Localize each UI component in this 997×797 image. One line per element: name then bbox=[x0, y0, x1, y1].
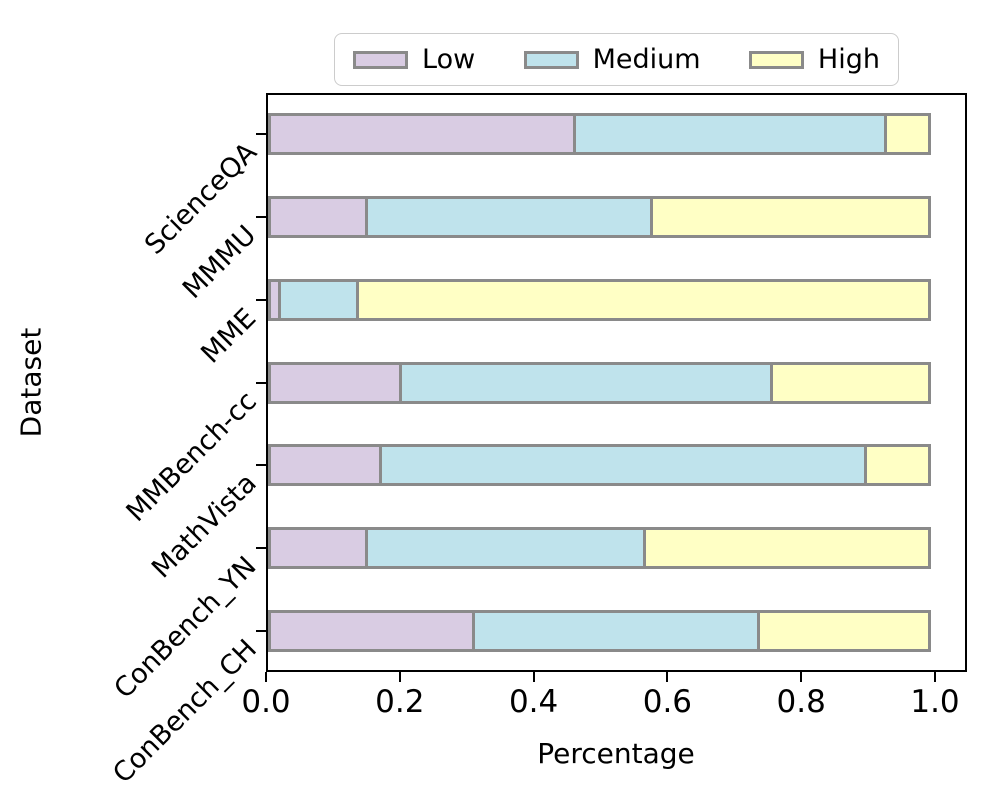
bar-segment-low bbox=[268, 361, 402, 404]
legend-swatch-low bbox=[353, 50, 408, 69]
bar-segment-medium bbox=[365, 526, 647, 569]
bar-segment-high bbox=[770, 361, 931, 404]
y-tick-mark bbox=[256, 546, 266, 549]
legend-swatch-medium bbox=[523, 50, 579, 69]
bar-segment-high bbox=[643, 526, 931, 569]
y-axis-title: Dataset bbox=[14, 327, 48, 438]
bar-segment-low bbox=[268, 526, 369, 569]
bar-segment-medium bbox=[365, 196, 653, 239]
bar-segment-medium bbox=[572, 113, 888, 156]
bar-segment-high bbox=[864, 444, 931, 487]
chart-legend: Low Medium High bbox=[334, 33, 899, 86]
bar-row-MME bbox=[268, 278, 931, 321]
bar-segment-medium bbox=[378, 444, 868, 487]
bar-row-ConBench_YN bbox=[268, 526, 931, 569]
bar-row-MMBench-cc bbox=[268, 361, 931, 404]
y-tick-mark bbox=[256, 133, 266, 136]
bar-segment-medium bbox=[278, 278, 359, 321]
y-tick-mark bbox=[256, 381, 266, 384]
legend-label-medium: Medium bbox=[592, 44, 701, 75]
x-tick-label-0.0: 0.0 bbox=[241, 684, 291, 720]
bar-segment-high bbox=[757, 609, 931, 652]
x-tick-mark bbox=[532, 672, 535, 682]
x-tick-mark bbox=[934, 672, 936, 682]
x-tick-label-0.8: 0.8 bbox=[776, 684, 826, 720]
bar-segment-high bbox=[355, 278, 931, 321]
bar-segment-low bbox=[268, 196, 369, 239]
legend-item-low: Low bbox=[353, 44, 475, 75]
y-tick-mark bbox=[256, 216, 266, 219]
y-tick-label-MME: MME bbox=[195, 302, 263, 370]
x-tick-label-0.4: 0.4 bbox=[508, 684, 559, 720]
bar-segment-medium bbox=[472, 609, 761, 652]
x-tick-label-0.2: 0.2 bbox=[375, 684, 425, 720]
legend-label-high: High bbox=[817, 44, 880, 75]
x-tick-mark bbox=[265, 672, 267, 682]
plot-area bbox=[266, 93, 967, 672]
x-axis-title: Percentage bbox=[537, 737, 695, 770]
bar-segment-medium bbox=[398, 361, 774, 404]
legend-item-medium: Medium bbox=[523, 44, 701, 75]
bar-segment-high bbox=[650, 196, 931, 239]
x-tick-label-1.0: 1.0 bbox=[910, 684, 960, 720]
x-tick-mark bbox=[800, 672, 803, 682]
legend-item-high: High bbox=[748, 44, 880, 75]
y-axis-title-wrap: Dataset bbox=[0, 93, 62, 672]
x-tick-label-0.6: 0.6 bbox=[642, 684, 693, 720]
bar-row-ConBench_CH bbox=[268, 609, 931, 652]
y-tick-mark bbox=[256, 298, 266, 301]
bar-segment-low bbox=[268, 113, 576, 156]
bar-segment-high bbox=[884, 113, 931, 156]
legend-swatch-high bbox=[748, 50, 804, 69]
x-tick-mark bbox=[666, 672, 669, 682]
bar-row-MMMU bbox=[268, 196, 931, 239]
bar-segment-low bbox=[268, 609, 476, 652]
y-tick-mark bbox=[256, 629, 266, 632]
x-tick-mark bbox=[398, 672, 401, 682]
legend-label-low: Low bbox=[422, 44, 476, 75]
bar-row-ScienceQA bbox=[268, 113, 931, 156]
y-tick-mark bbox=[256, 464, 266, 467]
bar-row-MathVista bbox=[268, 444, 931, 487]
bar-segment-low bbox=[268, 444, 382, 487]
